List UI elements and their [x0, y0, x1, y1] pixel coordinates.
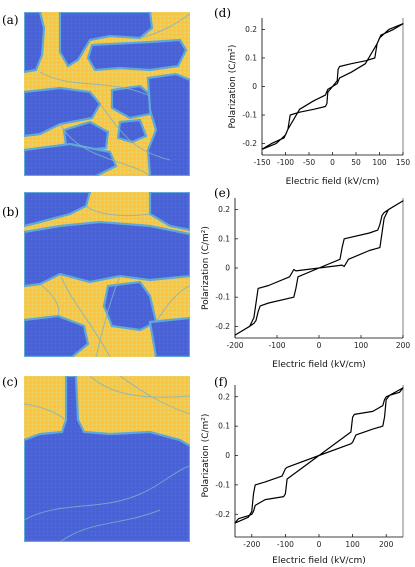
x-tick-label: 200 — [379, 540, 394, 549]
y-tick-label: 0.1 — [218, 234, 230, 243]
x-tick-label: -100 — [268, 341, 285, 350]
x-tick-label: 0 — [317, 341, 322, 350]
x-tick-label: -150 — [253, 158, 270, 167]
x-axis-title: Electric field (kV/cm) — [286, 177, 380, 187]
y-tick-label: -0.1 — [242, 111, 257, 120]
panel-label-b: (b) — [2, 205, 19, 219]
hysteresis-loop — [234, 387, 404, 524]
x-tick-label: 100 — [372, 158, 387, 167]
hysteresis-loop — [234, 200, 404, 336]
y-tick-label: -0.2 — [215, 510, 230, 519]
hysteresis-loop — [261, 23, 404, 150]
y-tick-label: -0.2 — [215, 322, 230, 331]
x-tick-label: 0 — [330, 158, 335, 167]
x-tick-label: -50 — [303, 158, 315, 167]
y-axis-title: Polarization (C/m²) — [201, 414, 211, 498]
y-axis-title: Polarization (C/m²) — [201, 226, 211, 310]
y-axis-title: Polarization (C/m²) — [228, 45, 238, 129]
panel-label-d: (d) — [214, 6, 231, 20]
x-axis-title: Electric field (kV/cm) — [272, 360, 366, 370]
y-tick-label: 0 — [225, 451, 230, 460]
x-tick-label: -200 — [243, 540, 260, 549]
domain-map-c — [24, 376, 190, 542]
panel-label-f: (f) — [214, 375, 228, 389]
panel-label-c: (c) — [2, 375, 18, 389]
y-tick-label: 0.2 — [218, 205, 230, 214]
x-tick-label: -100 — [277, 158, 294, 167]
y-tick-label: 0.2 — [218, 392, 230, 401]
x-axis-title: Electric field (kV/cm) — [272, 556, 366, 566]
y-tick-label: 0.1 — [218, 422, 230, 431]
hysteresis-plot-e: -200 -100 0 100 200 -0.2 -0.1 0 0.1 0.2 Electric f… — [201, 198, 410, 370]
x-tick-label: 100 — [354, 341, 369, 350]
x-tick-label: 0 — [317, 540, 322, 549]
y-tick-label: -0.1 — [215, 293, 230, 302]
x-tick-label: 50 — [351, 158, 361, 167]
x-tick-label: -200 — [226, 341, 243, 350]
y-tick-label: -0.1 — [215, 480, 230, 489]
domain-map-a — [24, 12, 190, 176]
y-tick-label: 0 — [225, 264, 230, 273]
y-tick-label: 0 — [252, 82, 257, 91]
domain-map-b — [24, 192, 190, 357]
x-tick-label: 100 — [345, 540, 360, 549]
x-tick-label: 150 — [396, 158, 411, 167]
x-tick-label: 200 — [396, 341, 411, 350]
panel-label-e: (e) — [214, 186, 230, 200]
y-tick-label: -0.2 — [242, 139, 257, 148]
x-tick-label: -100 — [277, 540, 294, 549]
hysteresis-plot-f: -200 -100 0 100 200 -0.2 -0.1 0 0.1 0.2 Electric f… — [201, 385, 404, 566]
y-tick-label: 0.1 — [245, 53, 257, 62]
hysteresis-plot-d: -150 -100 -50 0 50 100 150 -0.2 -0.1 0 0.1 0.2 Elect… — [228, 18, 410, 187]
panel-label-a: (a) — [2, 13, 19, 27]
y-tick-label: 0.2 — [245, 25, 257, 34]
